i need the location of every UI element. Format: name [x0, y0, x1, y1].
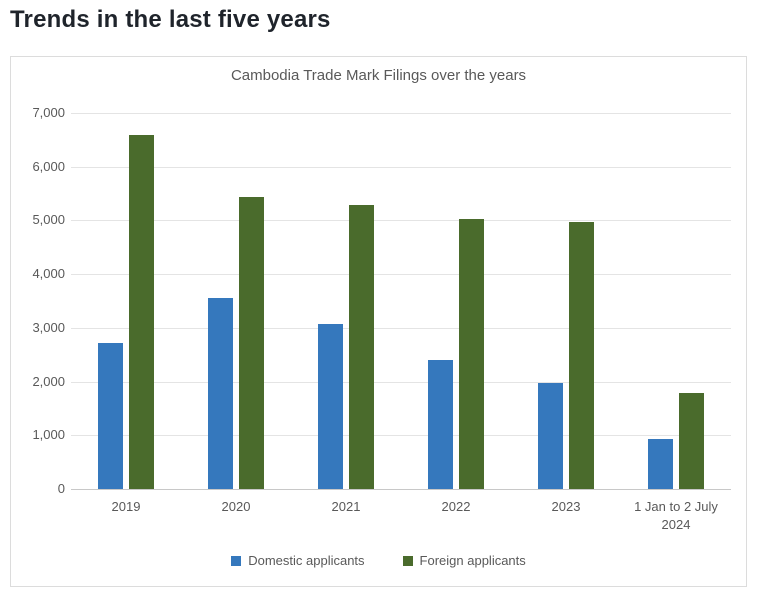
y-axis-tick-label: 4,000 — [32, 266, 65, 282]
gridline-2000 — [71, 381, 731, 383]
y-axis-tick-label: 0 — [57, 481, 65, 496]
gridline-6000 — [71, 166, 731, 168]
x-axis-category-label: 2022 — [441, 499, 471, 514]
bar-domestic-3 — [428, 360, 453, 489]
bar-foreign-4 — [569, 222, 594, 489]
gridline-3000 — [71, 327, 731, 329]
legend-item-foreign: Foreign applicants — [402, 553, 526, 568]
y-axis-tick-label: 5,000 — [32, 212, 65, 228]
y-axis-tick-label: 6,000 — [32, 158, 65, 174]
gridline-4000 — [71, 274, 731, 276]
y-axis-tick-label: 7,000 — [32, 105, 65, 120]
gridline-7000 — [71, 113, 731, 114]
gridline-1000 — [71, 435, 731, 437]
bar-domestic-0 — [98, 342, 123, 489]
x-axis-category-label: 2019 — [111, 499, 141, 514]
bar-foreign-0 — [129, 134, 154, 489]
bar-domestic-1 — [208, 297, 233, 489]
page-title: Trends in the last five years — [10, 6, 331, 33]
legend-item-domestic: Domestic applicants — [231, 553, 365, 568]
bar-domestic-5 — [648, 439, 673, 489]
legend-swatch-icon — [402, 555, 413, 566]
bar-domestic-4 — [538, 382, 563, 489]
bar-foreign-5 — [679, 393, 704, 489]
y-axis-tick-label: 3,000 — [32, 319, 65, 335]
legend-label: Domestic applicants — [248, 553, 365, 568]
chart-card: Cambodia Trade Mark Filings over the yea… — [10, 56, 747, 587]
chart-title: Cambodia Trade Mark Filings over the yea… — [230, 67, 527, 84]
bar-foreign-1 — [239, 196, 264, 489]
y-axis-tick-label: 2,000 — [32, 373, 65, 389]
plot-area — [71, 113, 731, 490]
bar-domestic-2 — [318, 324, 343, 489]
x-axis-category-label: 2023 — [551, 499, 581, 514]
chart-legend: Domestic applicants Foreign applicants — [11, 553, 746, 568]
legend-label: Foreign applicants — [419, 553, 526, 568]
gridline-5000 — [71, 220, 731, 222]
x-axis-category-label: 2020 — [221, 499, 251, 514]
y-axis-tick-label: 1,000 — [32, 427, 65, 443]
bar-foreign-2 — [349, 204, 374, 489]
legend-swatch-icon — [231, 555, 242, 566]
x-axis-category-label: 1 Jan to 2 July 2024 — [634, 499, 718, 532]
bar-foreign-3 — [459, 218, 484, 489]
x-axis-category-label: 2021 — [331, 499, 361, 514]
